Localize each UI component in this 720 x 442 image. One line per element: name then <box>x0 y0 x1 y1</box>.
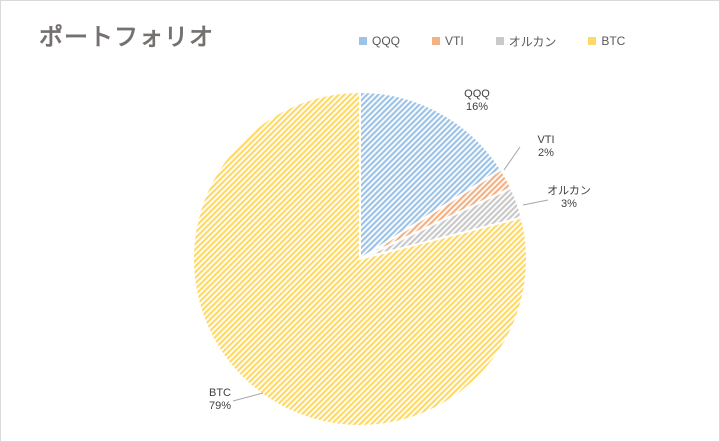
legend-item-qqq: QQQ <box>359 34 400 48</box>
pie-slice-qqq <box>359 90 503 261</box>
legend-swatch <box>432 37 441 45</box>
data-label-percent: 16% <box>466 101 488 113</box>
legend-item-s2: オルカン <box>495 33 557 50</box>
legend: QQQ VTI オルカン BTC <box>359 33 625 49</box>
leader-line <box>232 392 264 402</box>
legend-label: QQQ <box>372 34 401 48</box>
data-label-name: VTI <box>537 134 554 146</box>
legend-label: オルカン <box>508 34 557 49</box>
legend-label: VTI <box>445 34 464 48</box>
data-label-name: オルカン <box>547 184 591 197</box>
leader-line <box>522 199 549 206</box>
data-label-percent: 2% <box>538 147 554 159</box>
legend-item-vti: VTI <box>432 34 464 48</box>
data-label-name: QQQ <box>464 88 490 100</box>
legend-swatch <box>588 37 597 45</box>
pie-slice-btc <box>192 90 528 427</box>
legend-label: BTC <box>601 34 626 48</box>
data-label-name: BTC <box>209 387 231 399</box>
legend-swatch <box>359 37 367 45</box>
data-label-percent: 3% <box>561 198 577 210</box>
leader-line <box>503 146 521 171</box>
legend-swatch <box>495 37 504 45</box>
chart-title: ポートフォリオ <box>39 23 214 51</box>
data-label-percent: 79% <box>209 400 231 412</box>
legend-item-btc: BTC <box>588 34 625 48</box>
